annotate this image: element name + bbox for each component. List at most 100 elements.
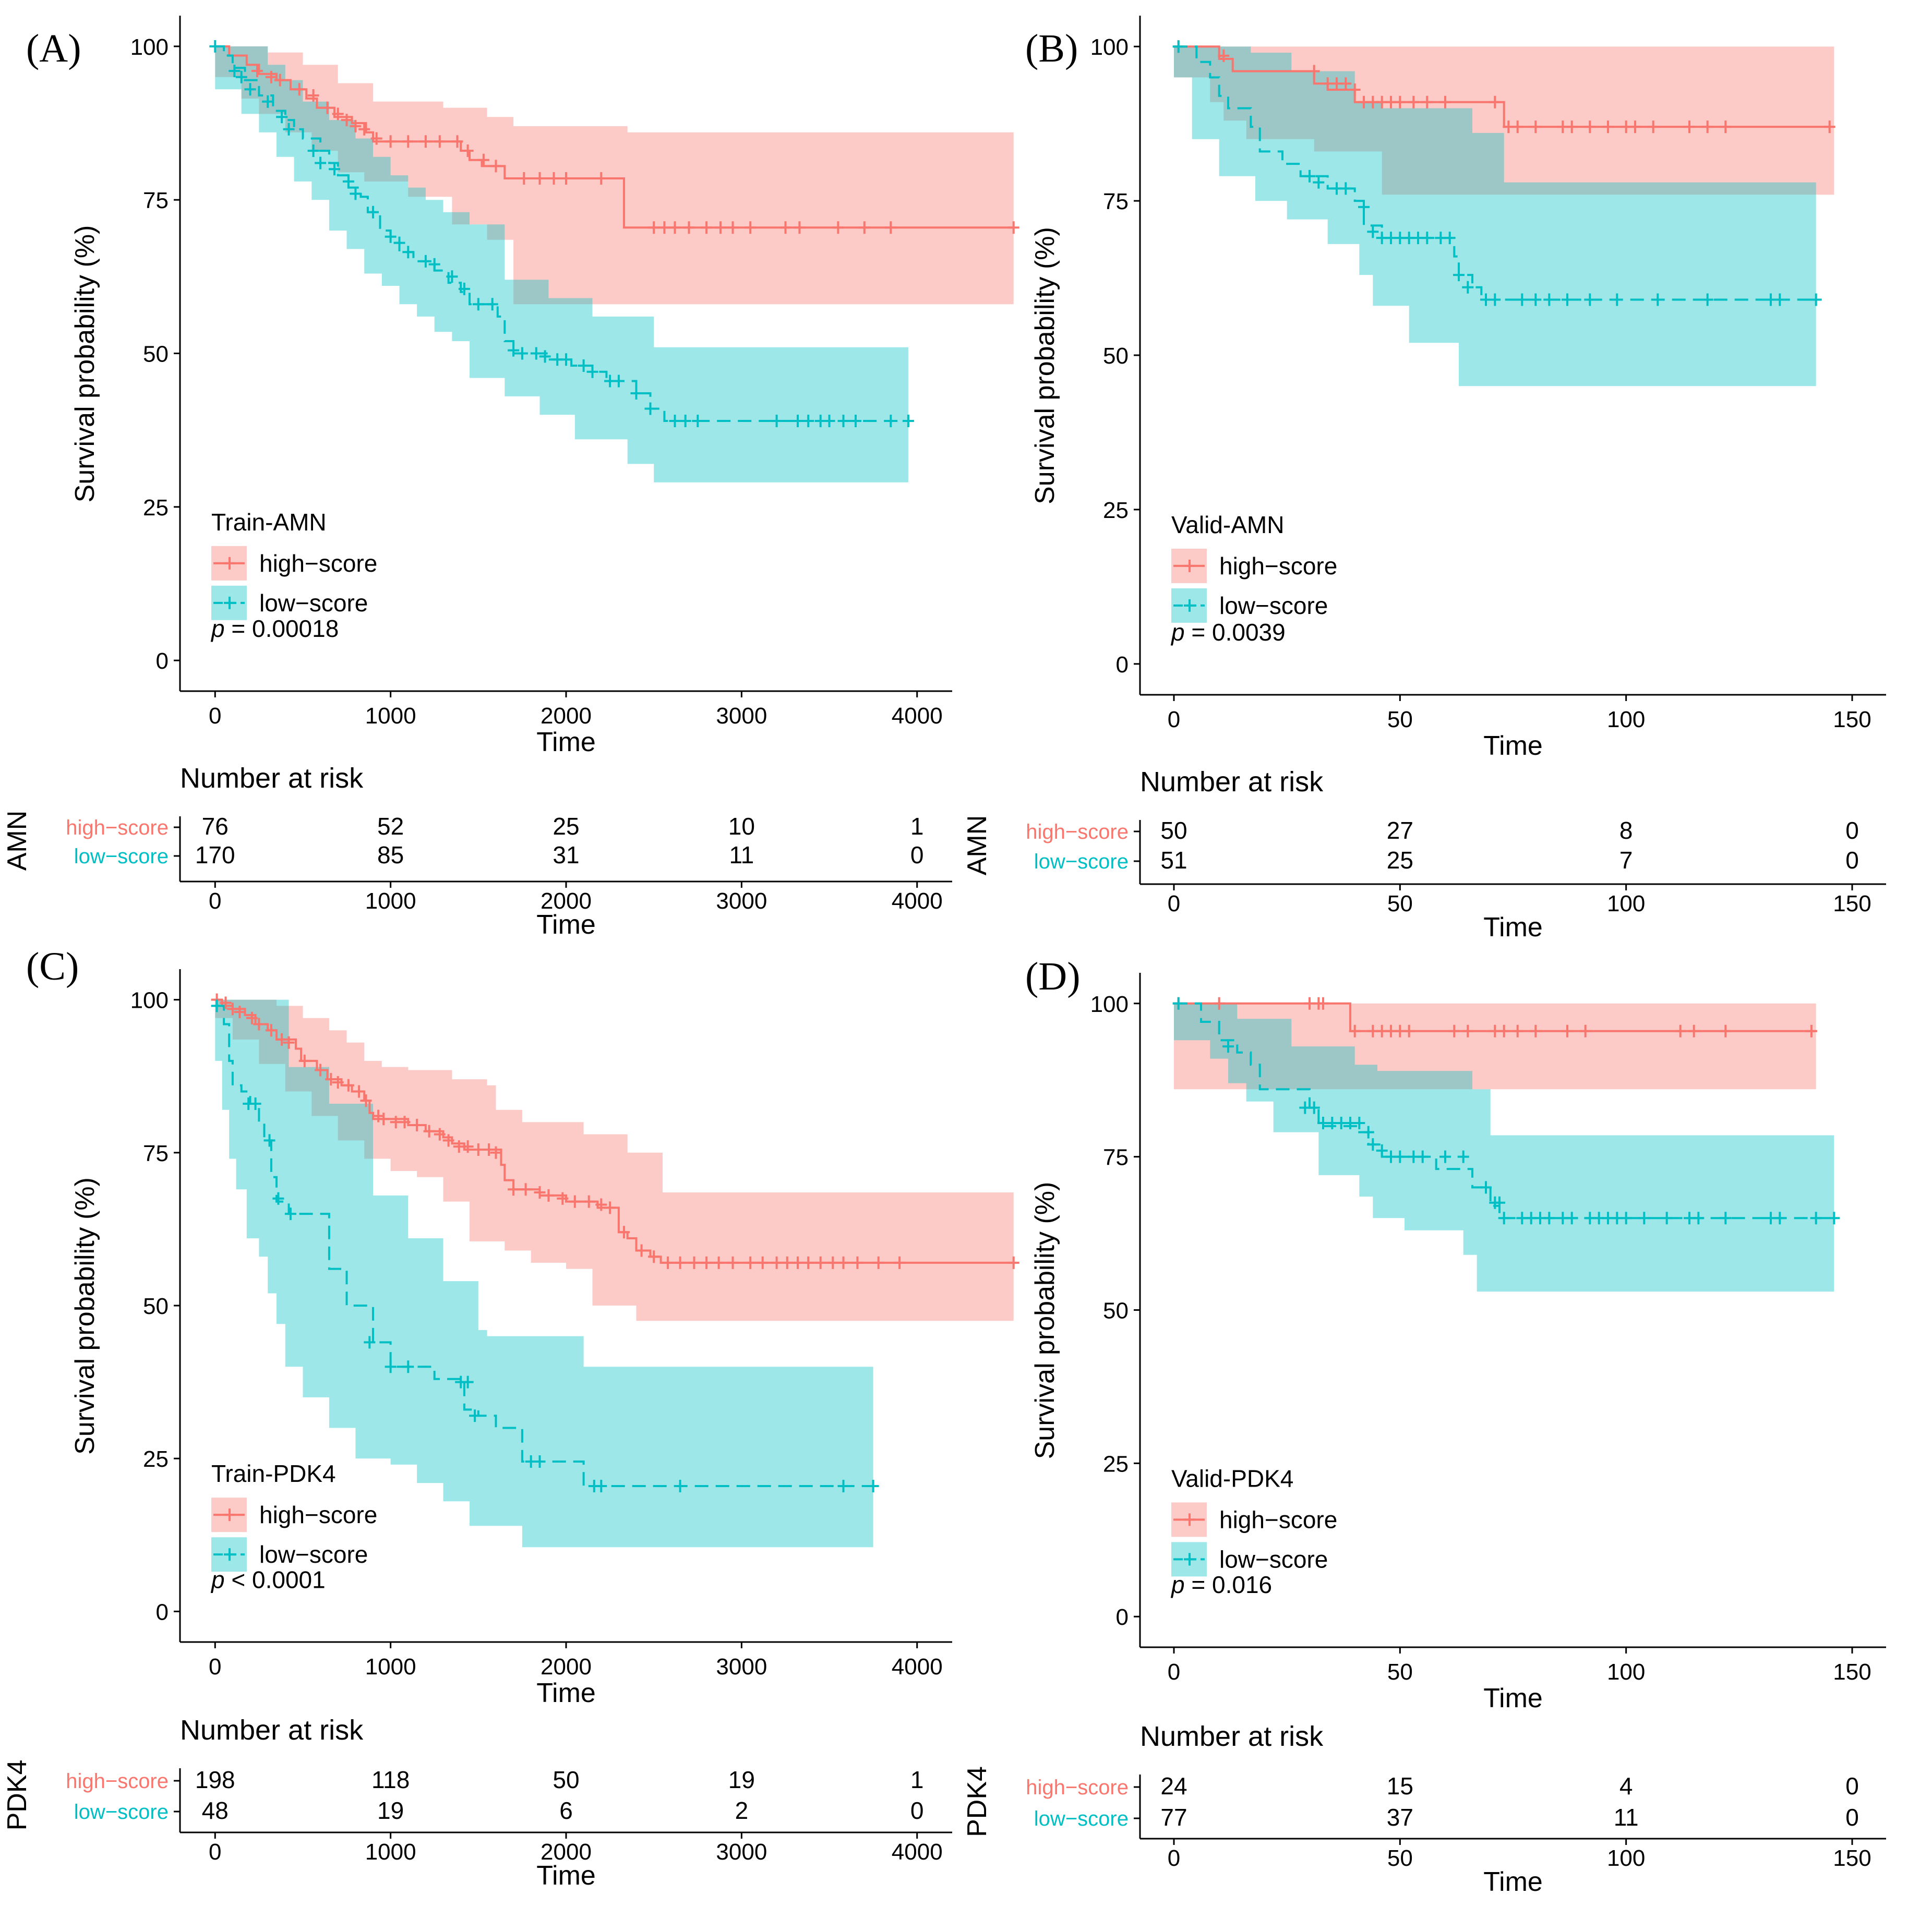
x-axis-title: Time bbox=[536, 727, 596, 757]
censor-mark-high-score bbox=[315, 1064, 327, 1077]
risk-x-tick-label: 150 bbox=[1833, 891, 1871, 916]
censor-mark-high-score bbox=[1007, 1256, 1019, 1269]
y-tick-label: 75 bbox=[1103, 189, 1129, 214]
censor-mark-low-score bbox=[364, 1336, 376, 1349]
censor-mark-low-score bbox=[428, 258, 440, 271]
risk-x-tick-label: 100 bbox=[1607, 891, 1645, 916]
x-tick-label: 0 bbox=[1168, 1659, 1180, 1685]
censor-mark-high-score bbox=[360, 1094, 372, 1107]
risk-count-low: 25 bbox=[1387, 847, 1413, 874]
risk-group-label-low: low−score bbox=[1034, 1807, 1129, 1830]
censor-mark-high-score bbox=[1408, 95, 1420, 108]
legend-censor-high-score bbox=[1184, 1513, 1195, 1526]
confidence-band-high-score bbox=[215, 46, 1014, 305]
censor-mark-high-score bbox=[1462, 1024, 1474, 1037]
risk-x-tick-label: 100 bbox=[1607, 1845, 1645, 1871]
censor-mark-high-score bbox=[490, 160, 502, 173]
censor-mark-low-score bbox=[1172, 997, 1184, 1010]
censor-mark-low-score bbox=[315, 156, 327, 170]
censor-mark-high-score bbox=[1340, 77, 1352, 90]
risk-count-low: 51 bbox=[1160, 847, 1187, 874]
censor-mark-high-score bbox=[341, 114, 353, 127]
censor-mark-low-score bbox=[1376, 1144, 1388, 1157]
censor-mark-high-score bbox=[604, 1201, 616, 1214]
legend-censor-low-score bbox=[224, 596, 235, 609]
censor-mark-low-score bbox=[262, 95, 274, 108]
censor-mark-high-score bbox=[851, 1256, 863, 1269]
risk-table-a: Number at risk AMN high−score low−score 7617… bbox=[2, 763, 952, 940]
censor-mark-high-score bbox=[423, 1125, 435, 1138]
censor-mark-low-score bbox=[885, 415, 897, 427]
risk-count-low: 0 bbox=[1845, 1804, 1859, 1831]
risk-x-tick-label: 150 bbox=[1833, 1845, 1871, 1871]
censor-mark-low-score bbox=[674, 1480, 686, 1492]
censor-mark-low-score bbox=[837, 415, 849, 427]
risk-x-tick-label: 4000 bbox=[892, 1839, 943, 1865]
censor-mark-high-score bbox=[701, 221, 713, 234]
risk-count-high: 198 bbox=[195, 1766, 235, 1793]
censor-mark-high-score bbox=[595, 172, 607, 185]
risk-table-gene-label: AMN bbox=[2, 811, 32, 871]
censor-mark-high-score bbox=[434, 1128, 446, 1141]
censor-mark-high-score bbox=[548, 172, 560, 185]
risk-count-low: 31 bbox=[553, 841, 579, 868]
censor-mark-low-score bbox=[802, 415, 814, 427]
censor-mark-high-score bbox=[534, 172, 546, 185]
censor-mark-high-score bbox=[253, 1018, 265, 1031]
censor-mark-low-score bbox=[1367, 225, 1379, 238]
censor-mark-low-score bbox=[850, 415, 861, 427]
censor-mark-low-score bbox=[823, 415, 835, 427]
risk-table-c: Number at risk PDK4 high−score low−score 198… bbox=[2, 1715, 952, 1891]
censor-mark-low-score bbox=[1828, 1212, 1840, 1225]
censor-mark-high-score bbox=[477, 153, 489, 166]
censor-mark-high-score bbox=[442, 1134, 454, 1147]
legend-censor-low-score bbox=[1184, 1553, 1195, 1566]
y-tick-label: 100 bbox=[130, 988, 169, 1013]
y-tick-label: 0 bbox=[156, 1599, 169, 1625]
censor-mark-low-score bbox=[867, 1480, 879, 1492]
risk-x-tick-label: 50 bbox=[1387, 1845, 1413, 1871]
censor-mark-high-score bbox=[662, 1256, 674, 1269]
p-value: p = 0.0039 bbox=[1170, 619, 1286, 646]
censor-mark-high-score bbox=[534, 1186, 546, 1199]
censor-mark-high-score bbox=[1530, 1024, 1542, 1037]
censor-mark-high-score bbox=[557, 1192, 569, 1205]
risk-x-axis-title: Time bbox=[536, 910, 596, 940]
censor-mark-low-score bbox=[771, 415, 783, 427]
risk-count-low: 0 bbox=[910, 841, 924, 868]
censor-mark-high-score bbox=[745, 1256, 757, 1269]
risk-count-high: 50 bbox=[553, 1766, 579, 1793]
risk-count-high: 1 bbox=[910, 813, 924, 840]
censor-mark-high-score bbox=[792, 1256, 803, 1269]
risk-count-low: 7 bbox=[1619, 847, 1633, 874]
x-tick-label: 3000 bbox=[716, 1654, 767, 1680]
legend-censor-low-score bbox=[1184, 599, 1195, 612]
censor-mark-high-score bbox=[220, 996, 232, 1009]
risk-x-tick-label: 1000 bbox=[365, 888, 416, 914]
censor-mark-low-score bbox=[244, 83, 256, 96]
censor-mark-high-score bbox=[794, 221, 806, 234]
risk-x-tick-label: 0 bbox=[209, 888, 221, 914]
censor-mark-high-score bbox=[837, 1256, 849, 1269]
censor-mark-low-score bbox=[902, 415, 914, 427]
risk-count-high: 25 bbox=[553, 813, 579, 840]
risk-x-tick-label: 0 bbox=[209, 1839, 221, 1865]
y-tick-label: 50 bbox=[1103, 1298, 1129, 1324]
x-tick-label: 2000 bbox=[541, 703, 592, 729]
p-value: p = 0.00018 bbox=[210, 615, 339, 642]
y-axis-title: Survival probability (%) bbox=[70, 225, 100, 503]
censor-mark-high-score bbox=[1647, 120, 1659, 134]
y-tick-label: 0 bbox=[1116, 652, 1129, 678]
censor-mark-high-score bbox=[342, 1079, 354, 1092]
censor-mark-high-score bbox=[402, 135, 414, 148]
risk-group-label-high: high−score bbox=[1026, 1776, 1129, 1799]
censor-mark-high-score bbox=[298, 1054, 310, 1067]
censor-mark-low-score bbox=[578, 359, 590, 372]
risk-count-high: 50 bbox=[1160, 817, 1187, 844]
legend-label-high-score: high−score bbox=[1219, 1506, 1337, 1533]
censor-mark-high-score bbox=[385, 135, 397, 148]
risk-x-tick-label: 50 bbox=[1387, 891, 1413, 916]
legend-title: Train-AMN bbox=[211, 509, 327, 536]
censor-mark-high-score bbox=[688, 1256, 700, 1269]
